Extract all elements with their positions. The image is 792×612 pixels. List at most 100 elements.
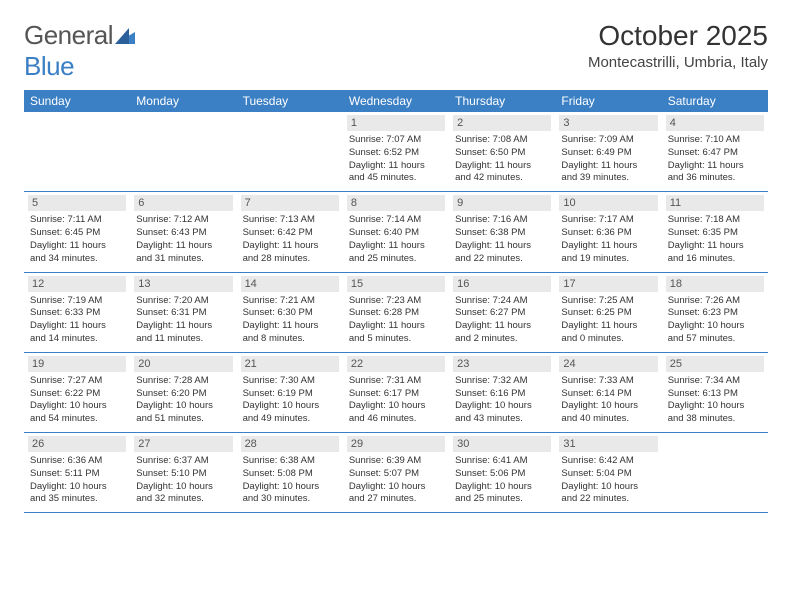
daylight-text: Daylight: 10 hours and 57 minutes.: [668, 320, 762, 346]
sunrise-text: Sunrise: 7:16 AM: [455, 214, 549, 227]
daylight-text: Daylight: 10 hours and 25 minutes.: [455, 481, 549, 507]
sunrise-text: Sunrise: 7:25 AM: [561, 295, 655, 308]
sunset-text: Sunset: 5:06 PM: [455, 468, 549, 481]
day-info: Sunrise: 7:10 AMSunset: 6:47 PMDaylight:…: [666, 134, 764, 185]
day-number: 18: [666, 276, 764, 292]
day-number: 28: [241, 436, 339, 452]
day-cell: 6Sunrise: 7:12 AMSunset: 6:43 PMDaylight…: [130, 192, 236, 271]
sunrise-text: Sunrise: 7:08 AM: [455, 134, 549, 147]
day-cell: 21 Sunrise: 7:30 AMSunset: 6:19 PMDayligh…: [237, 353, 343, 432]
daylight-text: Daylight: 11 hours and 34 minutes.: [30, 240, 124, 266]
day-number: 29: [347, 436, 445, 452]
day-info: Sunrise: 7:26 AMSunset: 6:23 PMDaylight:…: [666, 295, 764, 346]
day-info: Sunrise: 7:07 AMSunset: 6:52 PMDaylight:…: [347, 134, 445, 185]
day-info: Sunrise: 7:19 AMSunset: 6:33 PMDaylight:…: [28, 295, 126, 346]
sunset-text: Sunset: 6:14 PM: [561, 388, 655, 401]
day-info: Sunrise: 7:09 AMSunset: 6:49 PMDaylight:…: [559, 134, 657, 185]
daylight-text: Daylight: 10 hours and 32 minutes.: [136, 481, 230, 507]
sunset-text: Sunset: 6:33 PM: [30, 307, 124, 320]
daylight-text: Daylight: 10 hours and 35 minutes.: [30, 481, 124, 507]
week-row: 19Sunrise: 7:27 AMSunset: 6:22 PMDayligh…: [24, 353, 768, 433]
sunset-text: Sunset: 6:40 PM: [349, 227, 443, 240]
day-number: 16: [453, 276, 551, 292]
day-info: Sunrise: 7:34 AMSunset: 6:13 PMDaylight:…: [666, 375, 764, 426]
sunrise-text: Sunrise: 6:38 AM: [243, 455, 337, 468]
sunrise-text: Sunrise: 7:10 AM: [668, 134, 762, 147]
week-row: 26Sunrise: 6:36 AMSunset: 5:11 PMDayligh…: [24, 433, 768, 513]
sunrise-text: Sunrise: 7:14 AM: [349, 214, 443, 227]
day-number: 26: [28, 436, 126, 452]
day-cell: 11Sunrise: 7:18 AMSunset: 6:35 PMDayligh…: [662, 192, 768, 271]
sunrise-text: Sunrise: 7:17 AM: [561, 214, 655, 227]
day-cell: 18 Sunrise: 7:26 AMSunset: 6:23 PMDayligh…: [662, 273, 768, 352]
day-number: 17: [559, 276, 657, 292]
week-row: 1Sunrise: 7:07 AMSunset: 6:52 PMDaylight…: [24, 112, 768, 192]
daylight-text: Daylight: 11 hours and 36 minutes.: [668, 160, 762, 186]
day-cell: 4Sunrise: 7:10 AMSunset: 6:47 PMDaylight…: [662, 112, 768, 191]
daylight-text: Daylight: 10 hours and 51 minutes.: [136, 400, 230, 426]
sunset-text: Sunset: 6:47 PM: [668, 147, 762, 160]
sunset-text: Sunset: 5:04 PM: [561, 468, 655, 481]
day-info: Sunrise: 7:30 AMSunset: 6:19 PMDaylight:…: [241, 375, 339, 426]
day-number: 10: [559, 195, 657, 211]
day-number: 3: [559, 115, 657, 131]
sunrise-text: Sunrise: 6:42 AM: [561, 455, 655, 468]
logo-prefix: General: [24, 20, 113, 50]
sunrise-text: Sunrise: 6:36 AM: [30, 455, 124, 468]
day-cell: [237, 112, 343, 191]
sunset-text: Sunset: 6:42 PM: [243, 227, 337, 240]
day-cell: 14Sunrise: 7:21 AMSunset: 6:30 PMDayligh…: [237, 273, 343, 352]
day-number: 21: [241, 356, 339, 372]
daylight-text: Daylight: 11 hours and 39 minutes.: [561, 160, 655, 186]
logo-mark-icon: [115, 20, 135, 51]
sunset-text: Sunset: 5:08 PM: [243, 468, 337, 481]
day-number: 12: [28, 276, 126, 292]
day-number: 24: [559, 356, 657, 372]
day-info: Sunrise: 7:21 AMSunset: 6:30 PMDaylight:…: [241, 295, 339, 346]
daylight-text: Daylight: 11 hours and 42 minutes.: [455, 160, 549, 186]
day-number: 13: [134, 276, 232, 292]
dow-saturday: Saturday: [662, 90, 768, 112]
day-info: Sunrise: 7:33 AMSunset: 6:14 PMDaylight:…: [559, 375, 657, 426]
daylight-text: Daylight: 10 hours and 49 minutes.: [243, 400, 337, 426]
daylight-text: Daylight: 11 hours and 45 minutes.: [349, 160, 443, 186]
sunrise-text: Sunrise: 7:07 AM: [349, 134, 443, 147]
sunrise-text: Sunrise: 6:41 AM: [455, 455, 549, 468]
day-info: Sunrise: 7:14 AMSunset: 6:40 PMDaylight:…: [347, 214, 445, 265]
sunset-text: Sunset: 6:35 PM: [668, 227, 762, 240]
sunrise-text: Sunrise: 7:24 AM: [455, 295, 549, 308]
sunrise-text: Sunrise: 7:09 AM: [561, 134, 655, 147]
day-cell: 13 Sunrise: 7:20 AMSunset: 6:31 PMDayligh…: [130, 273, 236, 352]
day-cell: 9 Sunrise: 7:16 AMSunset: 6:38 PMDaylight…: [449, 192, 555, 271]
day-cell: 30Sunrise: 6:41 AMSunset: 5:06 PMDayligh…: [449, 433, 555, 512]
sunset-text: Sunset: 5:11 PM: [30, 468, 124, 481]
day-cell: 31 Sunrise: 6:42 AMSunset: 5:04 PMDayligh…: [555, 433, 661, 512]
daylight-text: Daylight: 10 hours and 22 minutes.: [561, 481, 655, 507]
day-number: 25: [666, 356, 764, 372]
sunrise-text: Sunrise: 7:11 AM: [30, 214, 124, 227]
daylight-text: Daylight: 10 hours and 46 minutes.: [349, 400, 443, 426]
logo: GeneralBlue: [24, 20, 135, 82]
day-number: 31: [559, 436, 657, 452]
day-number: 9: [453, 195, 551, 211]
sunrise-text: Sunrise: 6:37 AM: [136, 455, 230, 468]
day-cell: 19Sunrise: 7:27 AMSunset: 6:22 PMDayligh…: [24, 353, 130, 432]
sunrise-text: Sunrise: 7:32 AM: [455, 375, 549, 388]
day-info: Sunrise: 7:20 AMSunset: 6:31 PMDaylight:…: [134, 295, 232, 346]
day-number: 11: [666, 195, 764, 211]
day-number: 22: [347, 356, 445, 372]
day-cell: 22Sunrise: 7:31 AMSunset: 6:17 PMDayligh…: [343, 353, 449, 432]
daylight-text: Daylight: 11 hours and 25 minutes.: [349, 240, 443, 266]
daylight-text: Daylight: 10 hours and 38 minutes.: [668, 400, 762, 426]
daylight-text: Daylight: 11 hours and 16 minutes.: [668, 240, 762, 266]
day-cell: 23Sunrise: 7:32 AMSunset: 6:16 PMDayligh…: [449, 353, 555, 432]
day-info: Sunrise: 7:16 AMSunset: 6:38 PMDaylight:…: [453, 214, 551, 265]
dow-monday: Monday: [130, 90, 236, 112]
day-info: Sunrise: 7:17 AMSunset: 6:36 PMDaylight:…: [559, 214, 657, 265]
day-info: Sunrise: 7:27 AMSunset: 6:22 PMDaylight:…: [28, 375, 126, 426]
daylight-text: Daylight: 10 hours and 43 minutes.: [455, 400, 549, 426]
day-info: Sunrise: 7:28 AMSunset: 6:20 PMDaylight:…: [134, 375, 232, 426]
sunset-text: Sunset: 6:38 PM: [455, 227, 549, 240]
day-cell: [662, 433, 768, 512]
daylight-text: Daylight: 11 hours and 22 minutes.: [455, 240, 549, 266]
